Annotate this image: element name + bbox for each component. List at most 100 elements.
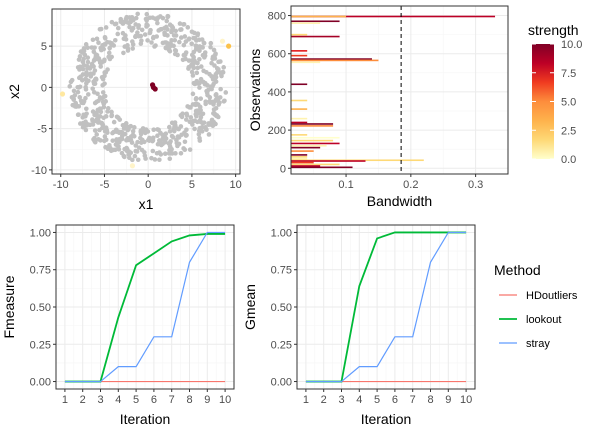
ring-point bbox=[157, 157, 162, 163]
fmeasure-y-ticks: 0.00 0.25 0.50 0.75 1.00 bbox=[30, 227, 56, 389]
bandwidth-bar bbox=[291, 123, 334, 125]
ring-point bbox=[94, 116, 100, 121]
bandwidth-bar bbox=[291, 136, 340, 139]
ring-point bbox=[216, 66, 221, 72]
highlight-point bbox=[149, 82, 156, 88]
ring-point bbox=[186, 66, 191, 71]
ring-point bbox=[186, 36, 192, 41]
ring-point bbox=[77, 95, 83, 100]
ring-point bbox=[120, 21, 126, 26]
ring-point bbox=[83, 87, 89, 92]
p4-y-tick-label: 0.50 bbox=[271, 302, 292, 314]
ring-point bbox=[71, 88, 77, 94]
ring-point bbox=[138, 41, 144, 46]
ring-point bbox=[119, 150, 125, 156]
ring-point bbox=[183, 56, 188, 62]
highlight-point bbox=[226, 43, 232, 49]
colorbar-ticks: 0.0 2.5 5.0 7.5 10.0 bbox=[532, 39, 582, 166]
p4-x-tick-label: 9 bbox=[445, 394, 451, 406]
ring-point bbox=[151, 127, 156, 132]
ring-point bbox=[203, 101, 208, 107]
ring-point bbox=[122, 125, 127, 130]
ring-point bbox=[98, 45, 103, 51]
ring-point bbox=[155, 15, 161, 20]
ring-point bbox=[210, 83, 215, 89]
scatter-x-tick-label: 10 bbox=[230, 179, 242, 191]
ring-point bbox=[185, 25, 191, 30]
ring-point bbox=[90, 37, 96, 43]
colorbar-title: strength bbox=[528, 22, 579, 38]
ring-point bbox=[213, 92, 219, 98]
ring-point bbox=[116, 137, 122, 143]
ring-point bbox=[139, 27, 145, 33]
ring-point bbox=[90, 63, 95, 68]
ring-point bbox=[151, 34, 156, 40]
p3-x-tick-label: 10 bbox=[219, 394, 231, 406]
ring-point bbox=[192, 126, 197, 132]
bandwidth-bar bbox=[291, 59, 379, 62]
ring-point bbox=[107, 40, 113, 45]
ring-point bbox=[167, 129, 173, 134]
ring-point bbox=[183, 39, 189, 44]
ring-point bbox=[172, 120, 178, 125]
ring-point bbox=[112, 37, 118, 43]
scatter-panel: -10 -5 0 5 10 -10 -5 0 5 x1 x2 bbox=[6, 8, 242, 212]
ring-point bbox=[109, 147, 114, 153]
bandwidth-bar bbox=[291, 150, 314, 152]
ring-point bbox=[80, 124, 86, 130]
ring-point bbox=[197, 80, 202, 86]
ring-point bbox=[189, 69, 195, 75]
ring-point bbox=[133, 148, 138, 154]
bandwidth-bar bbox=[291, 161, 314, 164]
ring-point bbox=[138, 135, 143, 141]
scatter-x-tick-label: -10 bbox=[53, 179, 69, 191]
ring-point bbox=[81, 62, 87, 68]
ring-point bbox=[84, 70, 89, 75]
observations-y-tick-label: 600 bbox=[268, 49, 286, 61]
ring-point bbox=[127, 15, 132, 20]
ring-point bbox=[216, 95, 222, 101]
ring-point bbox=[130, 46, 135, 51]
legend-label-hdoutliers: HDoutliers bbox=[526, 290, 578, 302]
bandwidth-x-ticks: 0.1 0.2 0.3 bbox=[338, 174, 483, 191]
ring-point bbox=[179, 27, 184, 32]
ring-point bbox=[177, 21, 183, 26]
ring-point bbox=[149, 155, 154, 161]
ring-point bbox=[190, 118, 196, 124]
ring-point bbox=[197, 57, 202, 62]
bandwidth-bar bbox=[291, 54, 308, 57]
ring-point bbox=[94, 112, 100, 118]
ring-point bbox=[135, 30, 140, 35]
p4-y-tick-label: 0.75 bbox=[271, 265, 292, 277]
ring-point bbox=[167, 124, 172, 130]
ring-point bbox=[178, 124, 184, 129]
p4-x-tick-label: 6 bbox=[392, 394, 398, 406]
ring-point bbox=[83, 127, 89, 133]
legend-label-stray: stray bbox=[526, 338, 550, 350]
ring-point bbox=[99, 125, 105, 131]
ring-point bbox=[176, 141, 182, 147]
ring-point bbox=[98, 64, 104, 69]
ring-point bbox=[203, 80, 208, 86]
ring-point bbox=[102, 35, 108, 41]
ring-point bbox=[169, 29, 174, 35]
ring-point bbox=[92, 68, 98, 73]
ring-point bbox=[80, 66, 86, 72]
ring-point bbox=[211, 107, 217, 112]
gmean-y-ticks: 0.00 0.25 0.50 0.75 1.00 bbox=[271, 227, 297, 389]
ring-point bbox=[199, 64, 204, 69]
ring-point bbox=[155, 133, 160, 139]
ring-point bbox=[75, 112, 81, 118]
ring-point bbox=[167, 141, 173, 146]
ring-point bbox=[202, 50, 208, 55]
ring-point bbox=[163, 136, 169, 141]
ring-point bbox=[124, 19, 130, 25]
ring-point bbox=[210, 99, 215, 105]
fmeasure-x-ticks: 1 2 3 4 5 6 7 8 9 10 bbox=[62, 389, 231, 406]
series-line-stray bbox=[64, 231, 226, 383]
ring-point bbox=[102, 134, 108, 139]
ring-point bbox=[102, 42, 107, 47]
ring-point bbox=[79, 77, 85, 83]
ring-point bbox=[109, 112, 115, 118]
ring-point bbox=[193, 43, 199, 48]
